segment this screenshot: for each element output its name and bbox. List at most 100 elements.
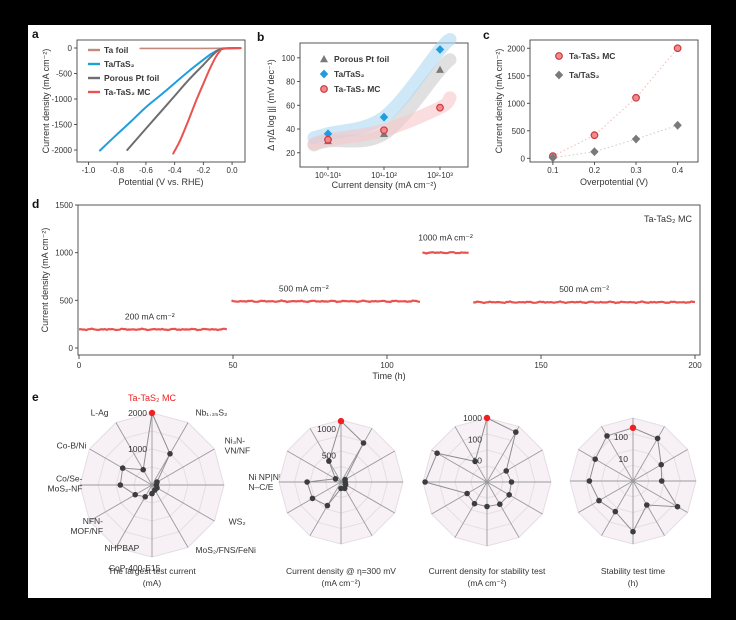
svg-text:Stability test time: Stability test time [601,566,666,576]
svg-text:1500: 1500 [55,201,73,210]
svg-text:-1.0: -1.0 [82,166,96,175]
svg-text:Ta-TaS₂ MC: Ta-TaS₂ MC [334,84,380,94]
svg-text:-0.4: -0.4 [168,166,182,175]
svg-text:(mA cm⁻²): (mA cm⁻²) [468,578,507,588]
svg-text:Co/Se-MoS₂-NF: Co/Se-MoS₂-NF [48,473,83,493]
svg-text:Ta-TaS₂ MC: Ta-TaS₂ MC [128,393,177,403]
svg-text:Ni NP|Ni-N–C/E: Ni NP|Ni-N–C/E [248,472,283,492]
svg-text:-2000: -2000 [52,146,73,155]
svg-text:0: 0 [521,154,526,163]
svg-text:Porous Pt foil: Porous Pt foil [104,73,159,83]
svg-text:0: 0 [69,344,74,353]
svg-text:1000: 1000 [317,424,336,434]
svg-text:Current density (mA cm⁻²): Current density (mA cm⁻²) [41,49,51,154]
svg-text:10: 10 [619,454,629,464]
svg-text:10: 10 [473,456,483,466]
svg-text:10¹-10²: 10¹-10² [371,171,397,180]
svg-text:100: 100 [380,361,394,370]
svg-text:-500: -500 [56,70,73,79]
panel-c-chart: 0.1 0.2 0.3 0.4 0 500 1000 1500 2000 Overpotentia… [494,39,699,187]
svg-text:Δ η/Δ log |j| (mV dec⁻¹): Δ η/Δ log |j| (mV dec⁻¹) [266,59,276,150]
panel-d-chart: 0 50 100 150 200 0 500 1000 1500 Time (h) Current … [40,201,702,381]
svg-text:0.4: 0.4 [672,166,684,175]
svg-text:0: 0 [68,44,73,53]
svg-text:Ta-TaS₂ MC: Ta-TaS₂ MC [104,87,150,97]
panel-b-chart: 10⁰-10¹ 10¹-10² 10²-10³ 20 40 60 80 100 Current … [266,33,469,190]
svg-text:CoP-400-E15: CoP-400-E15 [109,563,161,573]
svg-text:(h): (h) [628,578,639,588]
svg-text:L-Ag: L-Ag [91,407,109,417]
svg-text:Ta foil: Ta foil [104,45,128,55]
svg-text:2000: 2000 [128,408,147,418]
svg-text:0.3: 0.3 [630,166,642,175]
svg-text:NFN-MOF/NF: NFN-MOF/NF [70,516,103,536]
svg-text:80: 80 [286,78,295,87]
svg-text:Time (h): Time (h) [372,371,405,381]
svg-text:Current density (mA cm⁻²): Current density (mA cm⁻²) [40,228,50,333]
svg-text:500: 500 [512,127,526,136]
svg-text:Ni₃N-VN/NF: Ni₃N-VN/NF [225,436,251,456]
svg-text:-0.2: -0.2 [196,166,210,175]
svg-text:Current density (mA cm⁻²): Current density (mA cm⁻²) [494,49,504,154]
svg-text:Nb₁.₃₅S₂: Nb₁.₃₅S₂ [195,407,227,417]
svg-text:20: 20 [286,149,295,158]
svg-text:(mA cm⁻²): (mA cm⁻²) [322,578,361,588]
figure-canvas: -1.0 -0.8 -0.6 -0.4 -0.2 0.0 0 -500 -1000 -1500 -2… [40,33,702,588]
svg-text:Current density (mA cm⁻²): Current density (mA cm⁻²) [332,180,437,190]
svg-text:0.0: 0.0 [227,166,239,175]
svg-text:60: 60 [286,101,295,110]
panel-label-b: b [257,30,265,44]
svg-text:1500: 1500 [507,72,525,81]
svg-text:Ta/TaS₂: Ta/TaS₂ [334,69,365,79]
svg-text:MoS₂/FNS/FeNi: MoS₂/FNS/FeNi [195,545,256,555]
radar-chart-3: 1000 100 10 Current density for stability t… [422,413,552,588]
panel-label-d: d [32,197,40,211]
svg-text:200: 200 [688,361,702,370]
svg-text:-0.6: -0.6 [139,166,153,175]
svg-text:500: 500 [322,451,336,461]
svg-text:500 mA cm⁻²: 500 mA cm⁻² [279,283,329,293]
panel-label-e: e [32,390,39,404]
svg-text:Ta/TaS₂: Ta/TaS₂ [569,70,600,80]
svg-text:NHPBAP: NHPBAP [104,543,139,553]
panel-label-c: c [483,28,490,42]
svg-text:1000 mA cm⁻²: 1000 mA cm⁻² [418,233,473,243]
svg-text:Co-B/Ni: Co-B/Ni [57,441,87,451]
panel-a-chart: -1.0 -0.8 -0.6 -0.4 -0.2 0.0 0 -500 -1000 -1500 -2… [41,39,246,187]
svg-text:10²-10³: 10²-10³ [427,171,453,180]
svg-text:Porous Pt foil: Porous Pt foil [334,54,389,64]
svg-text:(mA): (mA) [143,578,162,588]
radar-chart-2: 1000 500 Current density @ η=300 mV (mA cm⁻… [278,417,404,588]
svg-text:-1000: -1000 [52,95,73,104]
radar-chart-1: 2000 1000 Ta-TaS₂ MC Nb₁.₃₅S₂ Ni₃N-VN/NF Ni N… [48,393,284,588]
radar-chart-4: 100 10 Stability test time (h) [569,417,697,588]
svg-text:-0.8: -0.8 [110,166,124,175]
svg-text:2000: 2000 [507,44,525,53]
svg-text:Potential (V vs. RHE): Potential (V vs. RHE) [118,177,203,187]
svg-text:500 mA cm⁻²: 500 mA cm⁻² [559,284,609,294]
svg-text:100: 100 [468,434,482,444]
svg-text:500: 500 [60,296,74,305]
svg-text:Ta/TaS₂: Ta/TaS₂ [104,59,135,69]
svg-text:1000: 1000 [128,444,147,454]
svg-text:WS₂: WS₂ [229,516,246,526]
svg-text:0: 0 [77,361,82,370]
panel-label-a: a [32,27,39,41]
svg-text:100: 100 [614,432,628,442]
svg-text:Ta-TaS₂ MC: Ta-TaS₂ MC [644,214,693,224]
svg-text:0.2: 0.2 [589,166,601,175]
svg-text:1000: 1000 [55,249,73,258]
svg-text:200 mA cm⁻²: 200 mA cm⁻² [125,311,175,321]
svg-text:50: 50 [229,361,238,370]
svg-text:40: 40 [286,125,295,134]
svg-text:0.1: 0.1 [547,166,559,175]
svg-text:-1500: -1500 [52,121,73,130]
svg-text:10⁰-10¹: 10⁰-10¹ [315,171,342,180]
svg-text:Current density @ η=300 mV: Current density @ η=300 mV [286,566,396,576]
svg-text:1000: 1000 [463,413,482,423]
svg-text:150: 150 [534,361,548,370]
svg-text:Ta-TaS₂ MC: Ta-TaS₂ MC [569,51,615,61]
svg-text:1000: 1000 [507,99,525,108]
svg-text:100: 100 [282,54,296,63]
svg-text:The largest test current: The largest test current [108,566,196,576]
